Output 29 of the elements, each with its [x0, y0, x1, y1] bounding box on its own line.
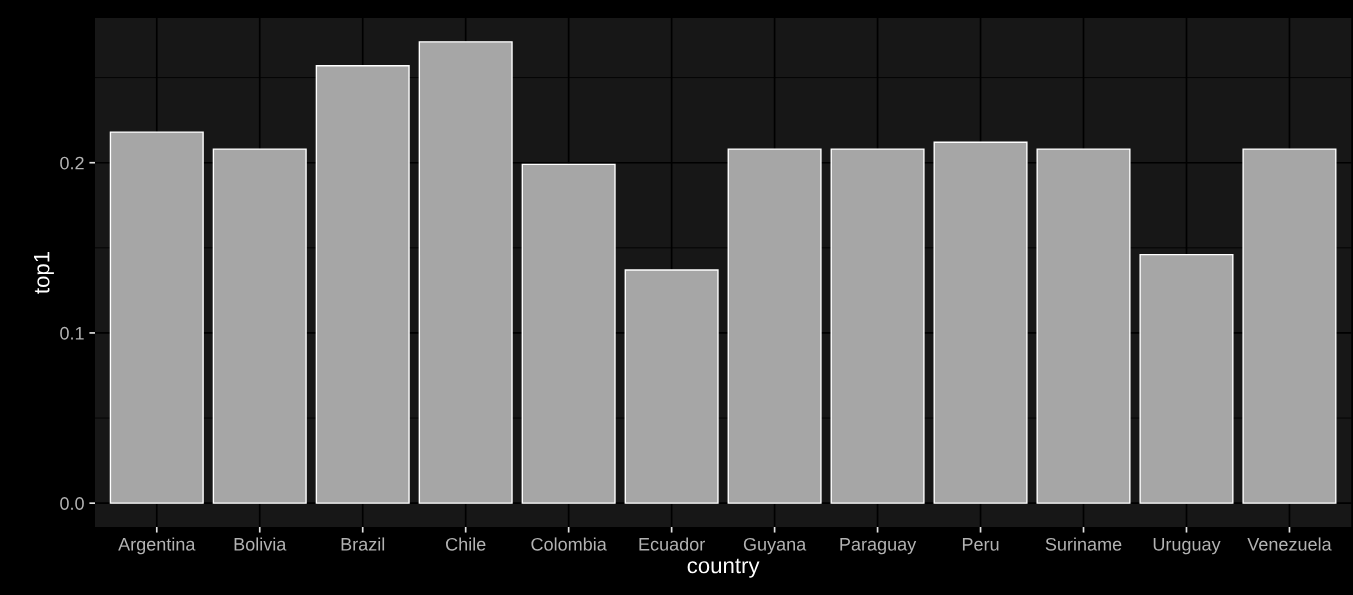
x-tick-label: Peru [962, 538, 999, 551]
y-tick-label: 0.0 [60, 497, 84, 510]
bar [418, 41, 513, 504]
x-tick-label: Brazil [341, 537, 385, 551]
x-tick-label: Ecuador [639, 537, 705, 551]
bar [315, 64, 410, 504]
bar [1036, 148, 1131, 504]
x-axis-title: country [687, 558, 760, 578]
y-axis-title: top1 [34, 251, 54, 294]
bar [933, 141, 1028, 504]
x-tick-label: Colombia [531, 537, 607, 551]
x-tick-label: Uruguay [1153, 538, 1221, 555]
bar [1139, 253, 1234, 504]
bar [212, 148, 307, 504]
x-tick-label: Bolivia [234, 537, 287, 551]
x-tick-label: Argentina [118, 537, 196, 555]
bar [109, 131, 204, 504]
x-tick-label: Suriname [1045, 537, 1122, 551]
bar [1242, 148, 1337, 504]
bar [521, 163, 616, 504]
bar [830, 148, 925, 504]
x-tick-label: Guyana [743, 537, 807, 555]
bar [624, 269, 719, 504]
bar [727, 148, 822, 504]
x-tick-label: Chile [446, 537, 486, 551]
x-tick-label: Venezuela [1247, 537, 1332, 551]
y-tick-label: 0.1 [60, 326, 84, 340]
x-tick-label: Paraguay [840, 538, 917, 555]
y-tick-label: 0.2 [60, 156, 84, 170]
